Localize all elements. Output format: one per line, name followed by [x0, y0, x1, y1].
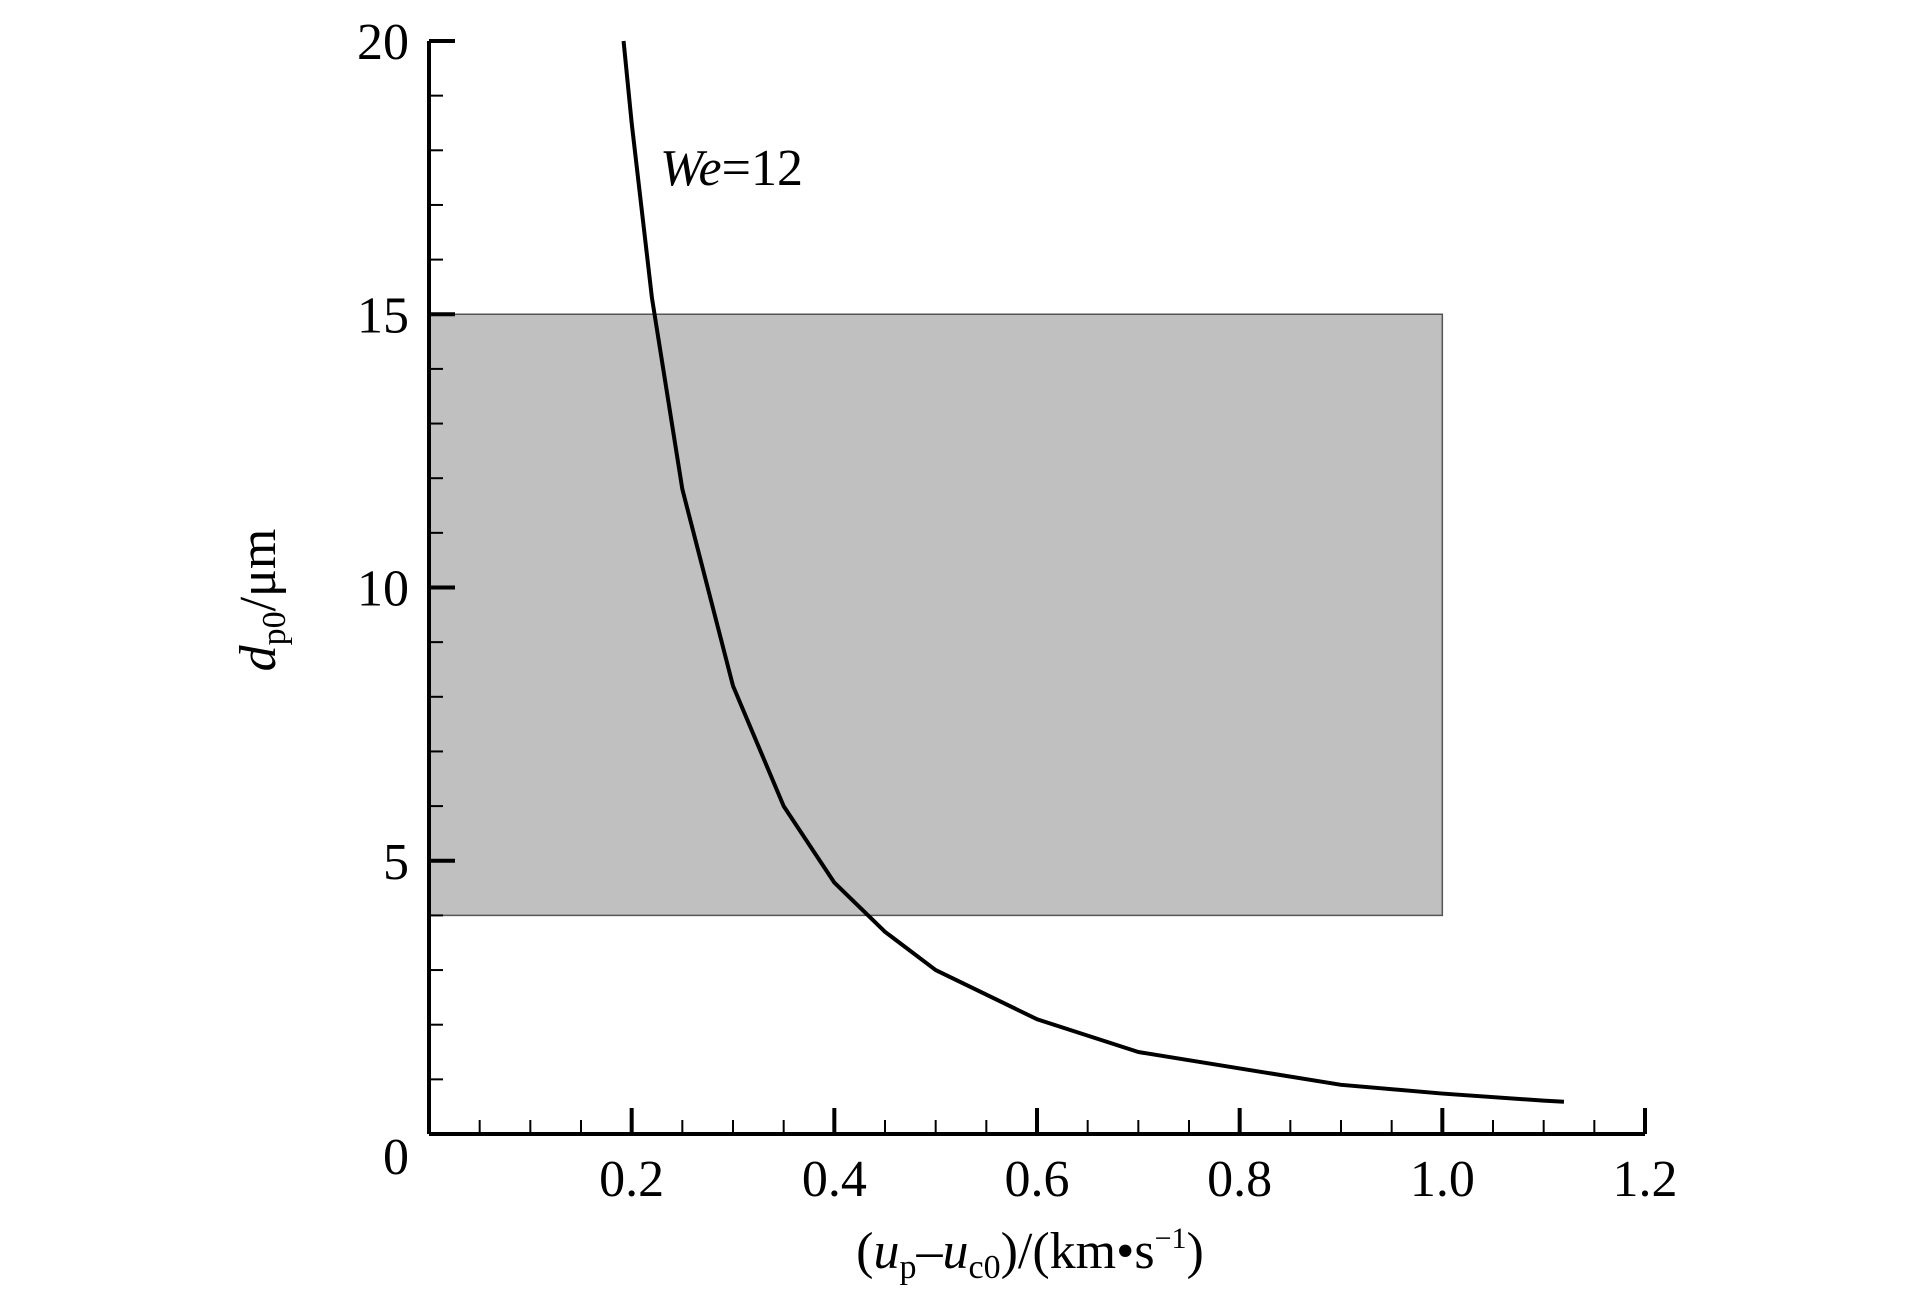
annotation-part: =12 — [722, 140, 803, 197]
y-tick-label: 20 — [357, 14, 409, 71]
y-tick-label: 15 — [357, 287, 409, 344]
x-label-part: −1 — [1155, 1222, 1187, 1255]
x-label-part: )/(km•s — [1001, 1223, 1155, 1280]
x-tick-label: 0.6 — [1005, 1151, 1070, 1208]
y-tick-label: 0 — [383, 1129, 409, 1186]
y-label-part: /μm — [230, 529, 287, 612]
annotation-part: We — [660, 140, 722, 197]
y-label-part: d — [230, 644, 287, 671]
y-tick-label: 10 — [357, 561, 409, 618]
x-label-part: ( — [856, 1223, 873, 1280]
curve — [621, 40, 1565, 1104]
x-tick-label: 1.0 — [1410, 1151, 1475, 1208]
annotation: We=12 — [660, 140, 803, 197]
x-tick-label: 0.8 — [1207, 1151, 1272, 1208]
shaded-region — [428, 313, 1444, 917]
x-label-part: ) — [1186, 1223, 1203, 1280]
y-tick-label: 5 — [383, 834, 409, 891]
x-tick-label: 0.4 — [802, 1151, 867, 1208]
x-label-part: c0 — [969, 1249, 1001, 1286]
x-label-part: u — [943, 1223, 969, 1280]
x-label-part: – — [916, 1223, 944, 1280]
x-tick-label: 0.2 — [599, 1151, 664, 1208]
x-tick-label: 1.2 — [1613, 1151, 1678, 1208]
y-axis-label: dp0/μm — [230, 529, 293, 672]
x-label-part: u — [874, 1223, 900, 1280]
x-label-part: p — [900, 1249, 917, 1286]
plot: 0.2 0.4 0.6 0.8 1.0 1.2 0 5 10 15 20 — [357, 14, 1678, 1208]
x-axis-label: (up–uc0)/(km•s−1) — [856, 1222, 1204, 1286]
y-label-part: p0 — [256, 611, 293, 645]
